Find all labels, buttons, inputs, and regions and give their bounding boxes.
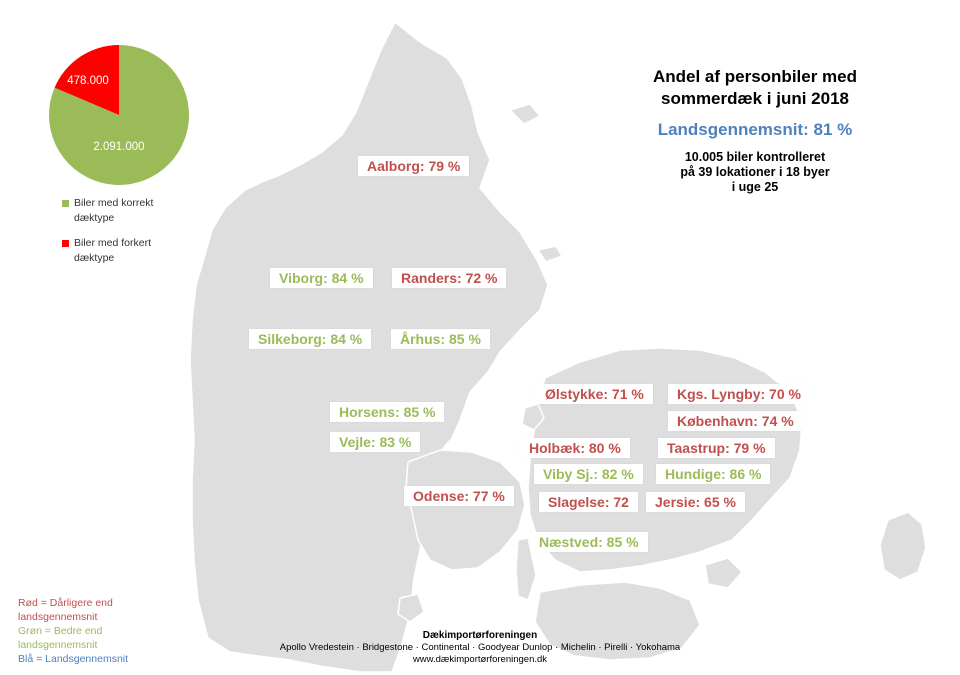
island-moen (704, 557, 744, 589)
city-label-kobenhavn: København: 74 % (668, 411, 803, 431)
city-label-viby-sj: Viby Sj.: 82 % (534, 464, 643, 484)
city-label-aarhus: Århus: 85 % (391, 329, 490, 349)
national-average: Landsgennemsnit: 81 % (657, 120, 853, 139)
city-label-randers: Randers: 72 % (392, 268, 507, 288)
pie-chart: 2.091.000 478.000 (49, 45, 190, 185)
legend-label-wrong-line1: Biler med forkert (74, 237, 152, 249)
island-laeso (508, 103, 542, 125)
lolland-falster-shape (534, 581, 701, 661)
legend-swatch-red (62, 240, 69, 247)
key-green: Grøn = Bedre end landsgennemsnit (18, 625, 103, 651)
title-line1: Andel af personbiler med (652, 67, 858, 86)
city-label-slagelse: Slagelse: 72 (539, 492, 638, 512)
pie-label-correct: 2.091.000 (93, 141, 144, 153)
pie-slice-correct (49, 45, 190, 185)
city-label-kgs-lyngby: Kgs. Lyngby: 70 % (668, 384, 810, 404)
footer-url[interactable]: www.dækimportørforeningen.dk (412, 654, 548, 665)
city-label-aalborg: Aalborg: 79 % (358, 156, 470, 176)
zealand-shape (527, 347, 803, 573)
island-langeland (515, 537, 537, 601)
title-line2: sommerdæk i juni 2018 (660, 89, 850, 108)
footer: Dækimportørforeningen Apollo Vredestein … (230, 630, 730, 666)
island-samso (521, 403, 545, 431)
footer-brands: Apollo Vredestein · Bridgestone · Contin… (279, 642, 681, 653)
city-label-horsens: Horsens: 85 % (330, 402, 445, 422)
city-label-viborg: Viborg: 84 % (270, 268, 373, 288)
legend-swatch-green (62, 200, 69, 207)
info-line2: på 39 lokationer i 18 byer (680, 165, 830, 179)
key-red: Rød = Dårligere end landsgennemsnit (18, 597, 113, 623)
key-blue: Blå = Landsgennemsnit (18, 653, 129, 665)
city-label-naestved: Næstved: 85 % (530, 532, 648, 552)
pie-slice-wrong (54, 45, 119, 115)
legend-label-correct-line2: dæktype (74, 212, 115, 224)
city-label-taastrup: Taastrup: 79 % (658, 438, 775, 458)
funen-shape (405, 449, 526, 571)
pie-legend-wrong: Biler med forkert dæktype (62, 236, 192, 266)
city-label-vejle: Vejle: 83 % (330, 432, 421, 452)
city-label-hundige: Hundige: 86 % (656, 464, 771, 484)
info-line1: 10.005 biler kontrolleret (684, 150, 826, 164)
pie-legend-correct: Biler med korrekt dæktype (62, 196, 192, 226)
city-label-olstykke: Ølstykke: 71 % (536, 384, 653, 404)
city-label-holbaek: Holbæk: 80 % (520, 438, 630, 458)
color-key: Rød = Dårligere end landsgennemsnit Grøn… (18, 596, 158, 666)
city-label-silkeborg: Silkeborg: 84 % (249, 329, 372, 349)
city-label-jersie: Jersie: 65 % (646, 492, 745, 512)
footer-org: Dækimportørforeningen (422, 630, 538, 641)
bornholm-shape (879, 511, 927, 581)
island-anholt (536, 245, 564, 263)
pie-label-wrong: 478.000 (67, 75, 109, 87)
legend-label-wrong-line2: dæktype (74, 252, 115, 264)
title-block: Andel af personbiler med sommerdæk i jun… (600, 66, 910, 195)
city-label-odense: Odense: 77 % (404, 486, 514, 506)
info-block: 10.005 biler kontrolleret på 39 lokation… (600, 150, 910, 195)
info-line3: i uge 25 (731, 180, 779, 194)
island-als (397, 593, 425, 623)
legend-label-correct-line1: Biler med korrekt (74, 197, 154, 209)
